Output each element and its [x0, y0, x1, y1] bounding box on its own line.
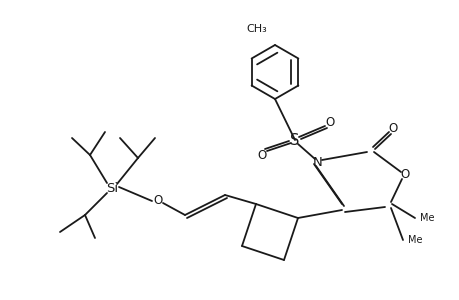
Text: CH₃: CH₃	[246, 24, 267, 34]
Text: O: O	[257, 148, 266, 161]
Text: S: S	[290, 133, 299, 148]
Text: O: O	[387, 122, 397, 134]
Text: N: N	[313, 155, 322, 169]
Text: O: O	[153, 194, 162, 206]
Text: Me: Me	[419, 213, 434, 223]
Text: O: O	[399, 169, 409, 182]
Text: Si: Si	[106, 182, 118, 194]
Text: O: O	[325, 116, 334, 128]
Text: Me: Me	[407, 235, 421, 245]
